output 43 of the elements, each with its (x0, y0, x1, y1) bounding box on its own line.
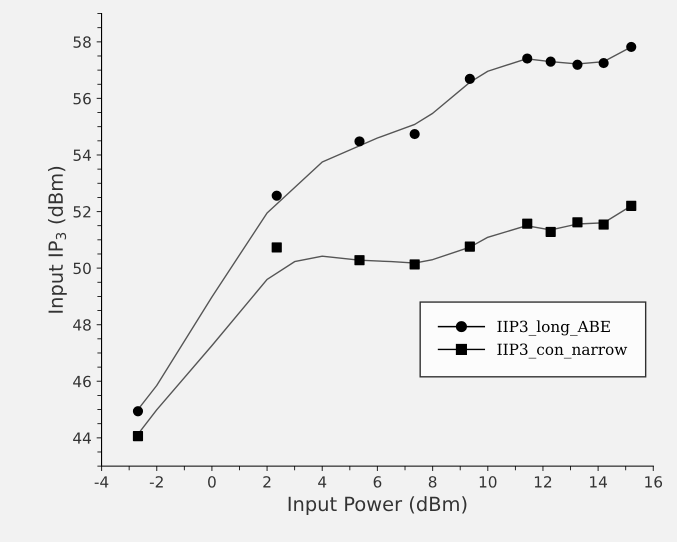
point (572, 217, 583, 228)
point (464, 242, 475, 252)
point (272, 242, 282, 253)
x-tick-label: 16 (645, 476, 662, 488)
point (464, 74, 475, 84)
x-tick-label: 2 (263, 476, 270, 488)
x-tick-label: 12 (534, 476, 552, 488)
point (598, 58, 609, 68)
y-tick-label: 44 (73, 432, 91, 444)
point (626, 200, 636, 211)
y-tick-label: 50 (74, 262, 91, 274)
x-tick-label: 4 (318, 476, 326, 488)
point (572, 60, 583, 70)
x-tick-label: -4 (94, 476, 108, 488)
point (546, 56, 556, 67)
y-axis-title: Input IP$_{3}$ (dBm) (48, 166, 67, 313)
point (598, 219, 609, 230)
x-tick-label: 8 (428, 476, 436, 488)
legend-label: IIP3_long_ABE (497, 320, 610, 336)
point (354, 255, 365, 266)
point (132, 431, 144, 442)
legend-label: IIP3_con_narrow (497, 343, 628, 358)
x-tick-label: 10 (480, 476, 496, 488)
point (354, 136, 365, 146)
point (132, 406, 144, 416)
point (410, 259, 420, 270)
x-axis-title: Input Power (dBm) (288, 496, 466, 515)
point (522, 53, 532, 64)
x-tick-label: 6 (374, 476, 382, 488)
x-tick-label: 0 (208, 476, 216, 488)
y-tick-label: 46 (73, 376, 91, 388)
point (546, 226, 556, 237)
y-tick-label: 58 (74, 36, 91, 48)
y-tick-label: 52 (74, 206, 90, 218)
point (272, 190, 282, 201)
y-tick-label: 48 (73, 319, 91, 331)
x-tick-label: -2 (150, 476, 163, 488)
x-tick-label: 14 (590, 476, 607, 488)
y-tick-label: 56 (74, 92, 91, 104)
point (410, 128, 420, 140)
point (626, 42, 636, 52)
point (522, 218, 532, 229)
y-tick-label: 54 (74, 150, 91, 161)
